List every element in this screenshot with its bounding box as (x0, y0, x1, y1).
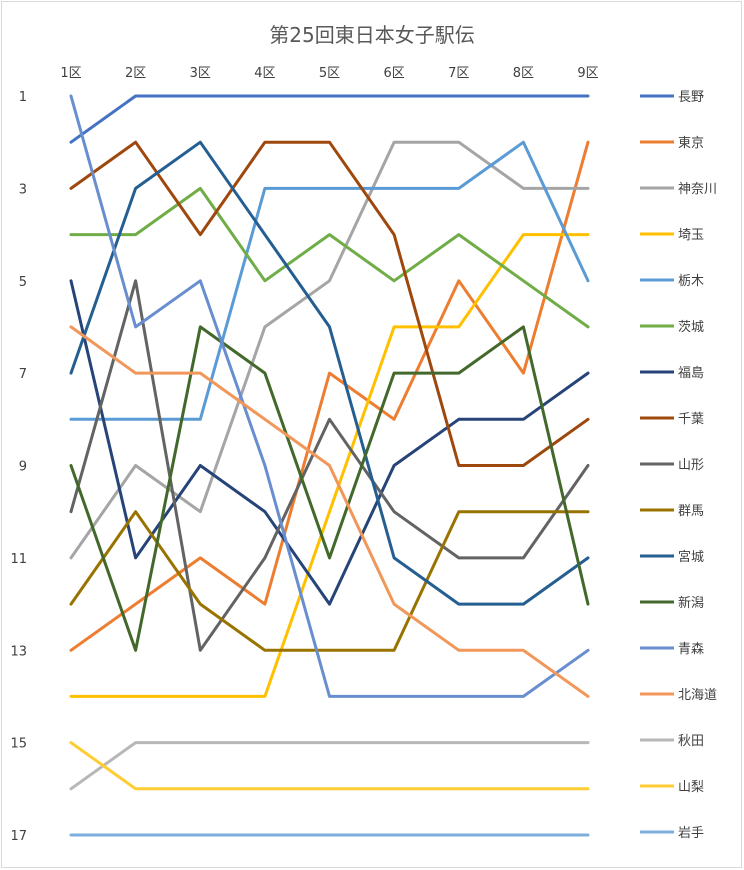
x-tick-label: 2区 (125, 66, 146, 81)
y-tick-label: 15 (10, 737, 27, 752)
series-line-16 (69, 741, 590, 791)
legend-label: 青森 (678, 642, 704, 657)
legend-label: 神奈川 (678, 182, 717, 197)
legend-label: 岩手 (678, 826, 704, 841)
y-tick-label: 13 (10, 644, 27, 659)
x-tick-label: 4区 (254, 66, 275, 81)
series-line-6 (69, 186, 590, 329)
x-tick-label: 9区 (577, 66, 598, 81)
legend-label: 長野 (678, 90, 704, 105)
series-lines (69, 94, 590, 837)
y-tick-label: 11 (10, 552, 27, 567)
series-line-5 (69, 140, 590, 421)
legend-label: 秋田 (678, 734, 704, 749)
legend-label: 福島 (678, 366, 704, 381)
series-line-11 (69, 140, 590, 606)
legend-label: 茨城 (678, 320, 704, 335)
legend-label: 群馬 (678, 504, 704, 519)
x-tick-label: 6区 (383, 66, 404, 81)
x-tick-label: 8区 (513, 66, 534, 81)
series-line-15 (69, 741, 590, 791)
legend-label: 新潟 (678, 595, 704, 611)
legend-label: 北海道 (678, 688, 717, 703)
legend-label: 宮城 (678, 549, 704, 565)
x-axis-ticks: 1区 2区 3区 4区 5区 6区 7区 8区 9区 (60, 66, 598, 81)
legend-label: 千葉 (678, 412, 704, 427)
x-tick-label: 5区 (319, 66, 340, 81)
legend-label: 栃木 (678, 274, 704, 289)
y-tick-label: 1 (19, 90, 27, 105)
x-tick-label: 1区 (60, 66, 81, 81)
series-line-13 (69, 94, 590, 698)
legend-label: 山梨 (678, 780, 704, 795)
series-line-9 (69, 279, 590, 652)
legend-label: 山形 (678, 458, 704, 473)
series-line-8 (69, 140, 590, 467)
series-line-3 (69, 140, 590, 560)
x-tick-label: 7区 (448, 66, 469, 81)
legend-label: 埼玉 (678, 228, 704, 243)
series-line-14 (69, 325, 590, 698)
series-line-12 (69, 325, 590, 652)
legend-label: 東京 (678, 135, 704, 151)
series-line-7 (69, 279, 590, 606)
series-line-1 (69, 94, 590, 144)
y-tick-label: 3 (19, 182, 27, 197)
chart-title: 第25回東日本女子駅伝 (269, 23, 474, 47)
y-tick-label: 5 (19, 275, 27, 290)
y-tick-label: 7 (19, 367, 27, 382)
x-tick-label: 3区 (190, 66, 211, 81)
y-tick-label: 9 (19, 460, 27, 475)
y-tick-label: 17 (10, 829, 27, 844)
series-line-2 (69, 140, 590, 652)
